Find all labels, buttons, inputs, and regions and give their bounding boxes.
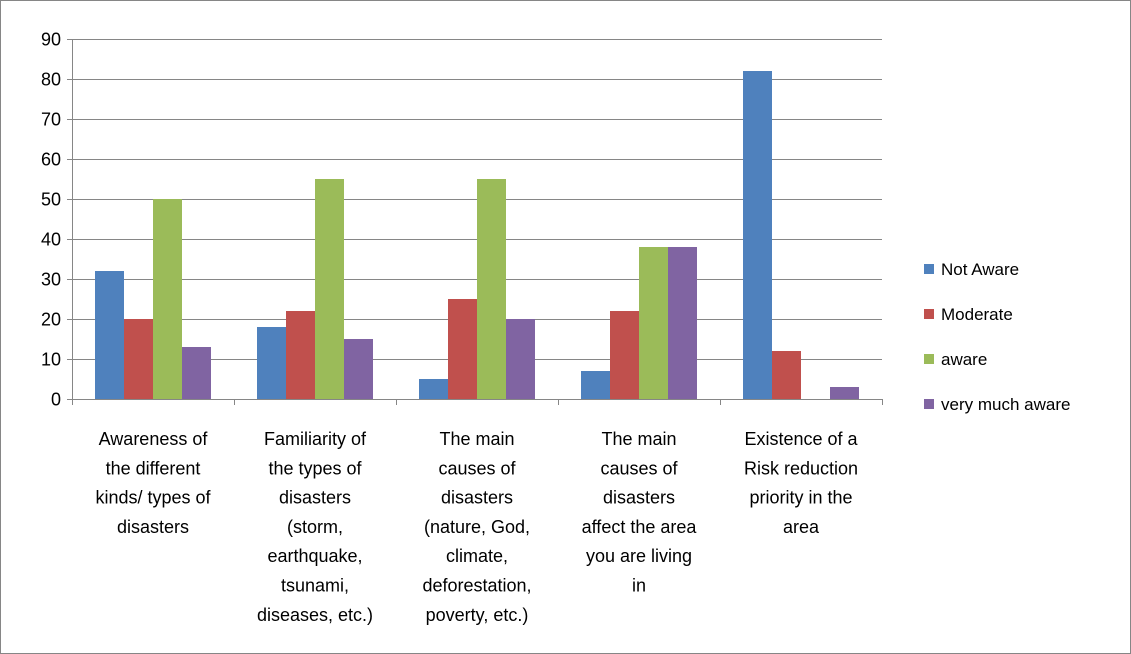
y-tick-label: 80 (41, 70, 61, 90)
y-tick-label: 20 (41, 310, 61, 330)
y-tick-label: 50 (41, 190, 61, 210)
legend-label: Moderate (941, 305, 1013, 324)
bar-aware (639, 247, 668, 399)
y-tick-label: 0 (51, 390, 61, 410)
bar-moderate (772, 351, 801, 399)
bar-moderate (286, 311, 315, 399)
bar-moderate (610, 311, 639, 399)
y-tick-label: 30 (41, 270, 61, 290)
legend-swatch (924, 264, 934, 274)
legend-swatch (924, 399, 934, 409)
bar-not-aware (419, 379, 448, 399)
axes (67, 39, 883, 405)
legend-label: very much aware (941, 395, 1070, 414)
bar-aware (153, 199, 182, 399)
category-label: The main causes of disasters (nature, God, c… (422, 429, 531, 625)
bar-very-much-aware (668, 247, 697, 399)
bar-very-much-aware (830, 387, 859, 399)
category-label: Awareness of the different kinds/ types of… (95, 429, 211, 537)
bar-aware (315, 179, 344, 399)
y-tick-label: 90 (41, 30, 61, 50)
legend-swatch (924, 309, 934, 319)
y-tick-labels: 0 10 20 30 40 50 60 70 80 90 (41, 30, 61, 410)
bars (95, 71, 859, 399)
legend-swatch (924, 354, 934, 364)
bar-not-aware (581, 371, 610, 399)
category-labels: Awareness of the different kinds/ types of… (95, 429, 858, 625)
legend-label: aware (941, 350, 987, 369)
y-tick-label: 70 (41, 110, 61, 130)
bar-aware (477, 179, 506, 399)
category-label: Existence of a Risk reduction priority in … (744, 429, 859, 537)
y-tick-label: 60 (41, 150, 61, 170)
bar-very-much-aware (506, 319, 535, 399)
legend-label: Not Aware (941, 260, 1019, 279)
category-label: Familiarity of the types of disasters (stor… (257, 429, 373, 625)
bar-very-much-aware (344, 339, 373, 399)
bar-not-aware (95, 271, 124, 399)
y-tick-label: 40 (41, 230, 61, 250)
category-label: The main causes of disasters affect the are… (582, 429, 698, 596)
legend: Not Aware Moderate aware very much aware (924, 260, 1070, 414)
bar-not-aware (257, 327, 286, 399)
y-tick-label: 10 (41, 350, 61, 370)
bar-not-aware (743, 71, 772, 399)
bar-very-much-aware (182, 347, 211, 399)
bar-moderate (448, 299, 477, 399)
bar-moderate (124, 319, 153, 399)
